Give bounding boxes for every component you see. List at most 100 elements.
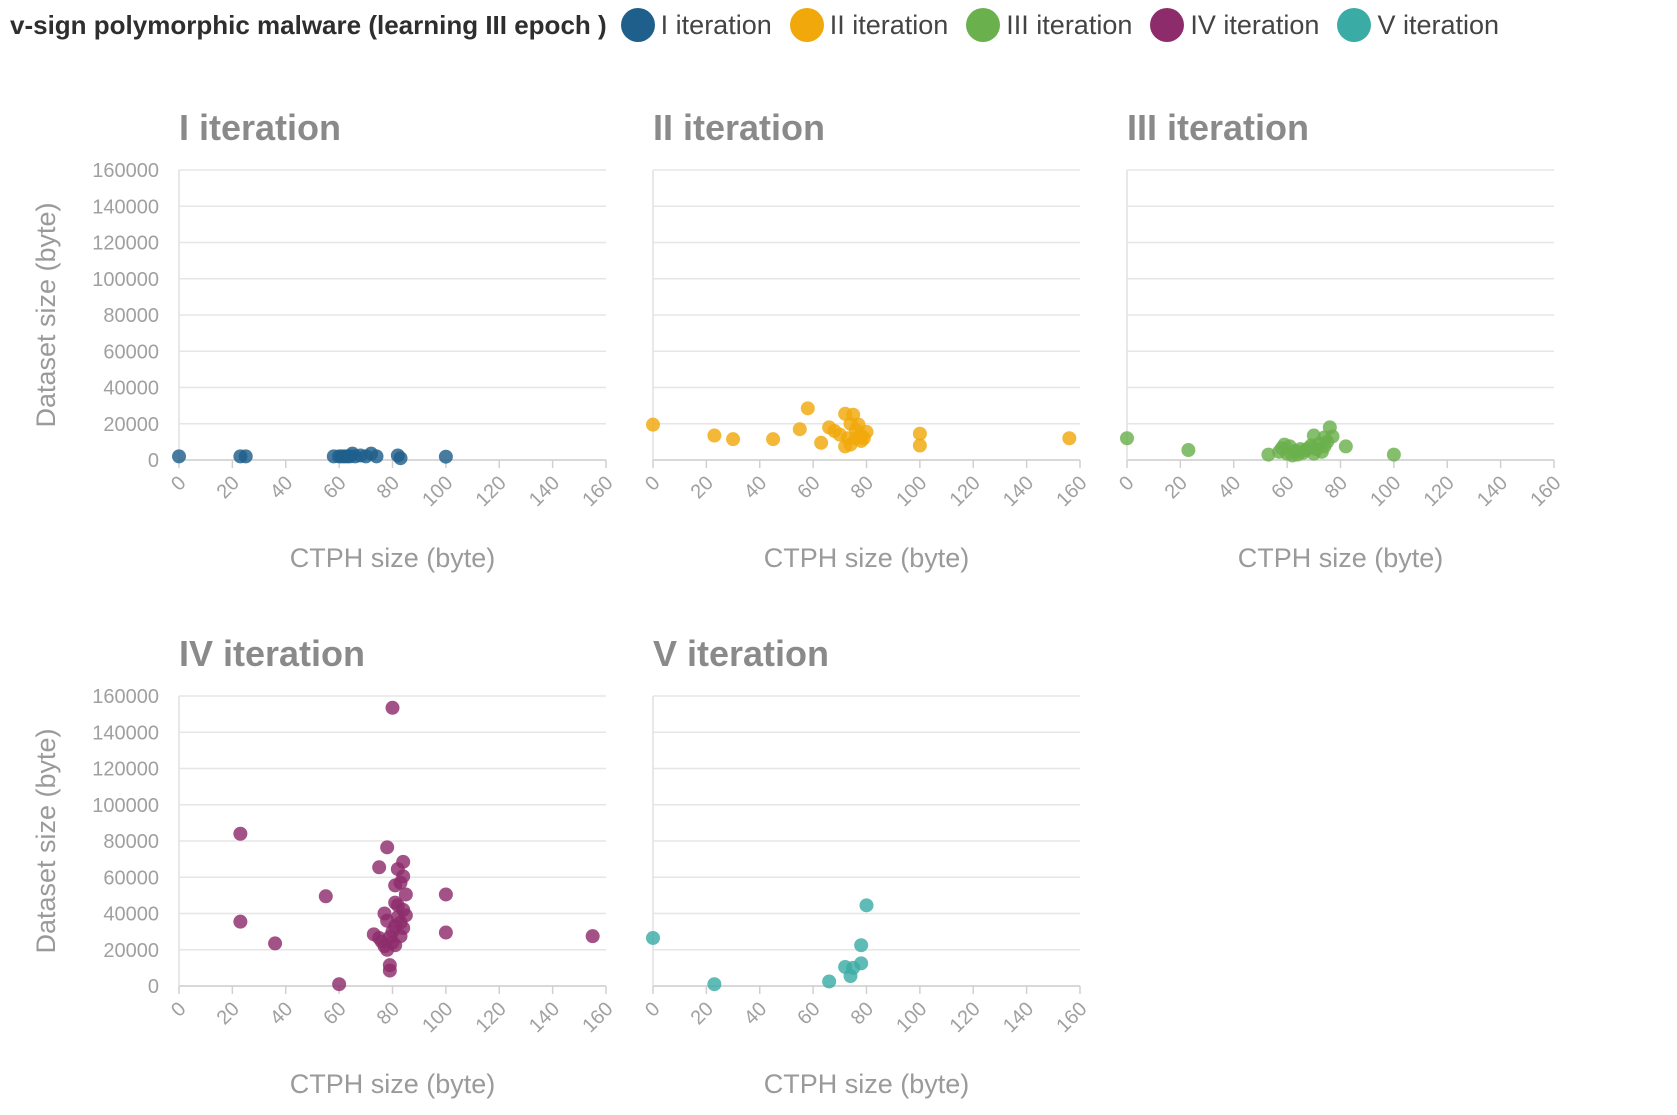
x-axis-label: CTPH size (byte) [1238, 543, 1444, 573]
y-tick-label: 120000 [92, 233, 159, 255]
x-tick-label: 140 [999, 472, 1038, 511]
x-tick-label: 40 [266, 998, 297, 1029]
x-tick-label: 0 [641, 472, 664, 495]
y-tick-label: 160000 [92, 160, 159, 182]
y-tick-label: 40000 [103, 378, 159, 400]
y-tick-label: 60000 [103, 867, 159, 889]
x-tick-label: 140 [1473, 472, 1512, 511]
y-tick-label: 100000 [92, 269, 159, 291]
x-tick-label: 0 [167, 998, 190, 1021]
data-point [396, 854, 411, 869]
scatter-panel-5: V iteration 0 20 40 60 80 100 120 140 160 CTPH siz… [641, 633, 1091, 1099]
y-tick-label: 0 [148, 976, 159, 998]
x-tick-label: 100 [892, 472, 931, 511]
data-point [854, 938, 869, 953]
chart-header: v-sign polymorphic malware (learning III… [10, 4, 1517, 46]
data-point [1261, 447, 1276, 462]
x-axis-label: CTPH size (byte) [290, 543, 496, 573]
y-tick-label: 20000 [103, 940, 159, 962]
data-point [438, 449, 453, 464]
panel-title: V iteration [653, 633, 829, 674]
x-tick-label: 120 [1420, 472, 1459, 511]
data-point [233, 826, 248, 841]
data-point [1062, 431, 1077, 446]
data-point [396, 869, 411, 884]
data-point [859, 424, 874, 439]
x-tick-label: 120 [472, 472, 511, 511]
legend-label-i: I iteration [660, 9, 772, 40]
data-point [268, 936, 283, 951]
data-point [172, 449, 186, 464]
legend-item-iii: III iteration [966, 8, 1132, 42]
x-tick-label: 20 [687, 472, 718, 503]
data-point [859, 898, 874, 913]
x-tick-label: 80 [373, 998, 404, 1029]
data-point [438, 925, 453, 940]
x-tick-label: 80 [1321, 472, 1352, 503]
legend-marker-iii [966, 8, 1001, 42]
x-tick-label: 160 [1052, 472, 1091, 511]
data-point [1120, 431, 1134, 446]
data-point [822, 974, 837, 989]
data-point [707, 977, 722, 992]
y-tick-label: 140000 [92, 196, 159, 218]
y-tick-label: 140000 [92, 722, 159, 744]
data-point [233, 914, 248, 929]
scatter-panel-3: III iteration 0 20 40 60 80 100 120 140 160 CTPH s… [1115, 107, 1565, 573]
x-tick-label: 160 [1052, 998, 1091, 1037]
y-tick-label: 120000 [92, 759, 159, 781]
x-tick-label: 100 [1366, 472, 1405, 511]
x-tick-label: 140 [999, 998, 1038, 1037]
legend-label-v: V iteration [1377, 9, 1500, 40]
data-point [396, 921, 411, 935]
y-tick-label: 0 [148, 450, 159, 472]
y-tick-label: 80000 [103, 831, 159, 853]
panel-title: I iteration [179, 107, 341, 148]
panel-title: IV iteration [179, 633, 365, 674]
x-tick-label: 0 [641, 998, 664, 1021]
x-tick-label: 60 [793, 998, 824, 1029]
data-point [393, 451, 408, 466]
panel-title: III iteration [1127, 107, 1309, 148]
scatter-panel-2: II iteration 0 20 40 60 80 100 120 140 160 CTPH si… [641, 107, 1091, 573]
legend-item-i: I iteration [620, 8, 772, 42]
data-point [318, 889, 333, 904]
data-point [912, 438, 927, 453]
x-tick-label: 120 [472, 998, 511, 1037]
data-point [238, 449, 253, 464]
x-tick-label: 80 [847, 472, 878, 503]
x-tick-label: 80 [847, 998, 878, 1029]
data-point [854, 956, 869, 971]
x-tick-label: 140 [525, 998, 564, 1037]
x-axis-label: CTPH size (byte) [290, 1069, 496, 1099]
x-tick-label: 160 [1526, 472, 1565, 511]
legend-label-ii: II iteration [829, 9, 949, 40]
data-point [766, 432, 781, 447]
data-point [707, 428, 722, 443]
legend-item-iv: IV iteration [1150, 8, 1319, 42]
data-point [800, 401, 815, 416]
y-tick-label: 100000 [92, 795, 159, 817]
x-tick-label: 60 [319, 472, 350, 503]
x-tick-label: 0 [1115, 472, 1138, 495]
data-point [382, 963, 397, 978]
panel-title: II iteration [653, 107, 825, 148]
data-point [585, 929, 600, 944]
x-tick-label: 100 [892, 998, 931, 1037]
data-point [398, 887, 413, 902]
data-point [646, 930, 660, 945]
y-tick-label: 160000 [92, 686, 159, 708]
x-tick-label: 20 [213, 472, 244, 503]
y-axis-label: Dataset size (byte) [31, 202, 61, 427]
main-title: v-sign polymorphic malware (learning III… [10, 9, 607, 40]
data-point [1386, 447, 1401, 462]
x-tick-label: 80 [373, 472, 404, 503]
scatter-panel-4: IV iteration 0 20000 40000 60000 80000 100000 1… [31, 633, 618, 1099]
x-tick-label: 120 [946, 472, 985, 511]
x-tick-label: 20 [1161, 472, 1192, 503]
data-point [385, 700, 400, 715]
data-point [792, 422, 807, 437]
y-tick-label: 20000 [103, 414, 159, 436]
